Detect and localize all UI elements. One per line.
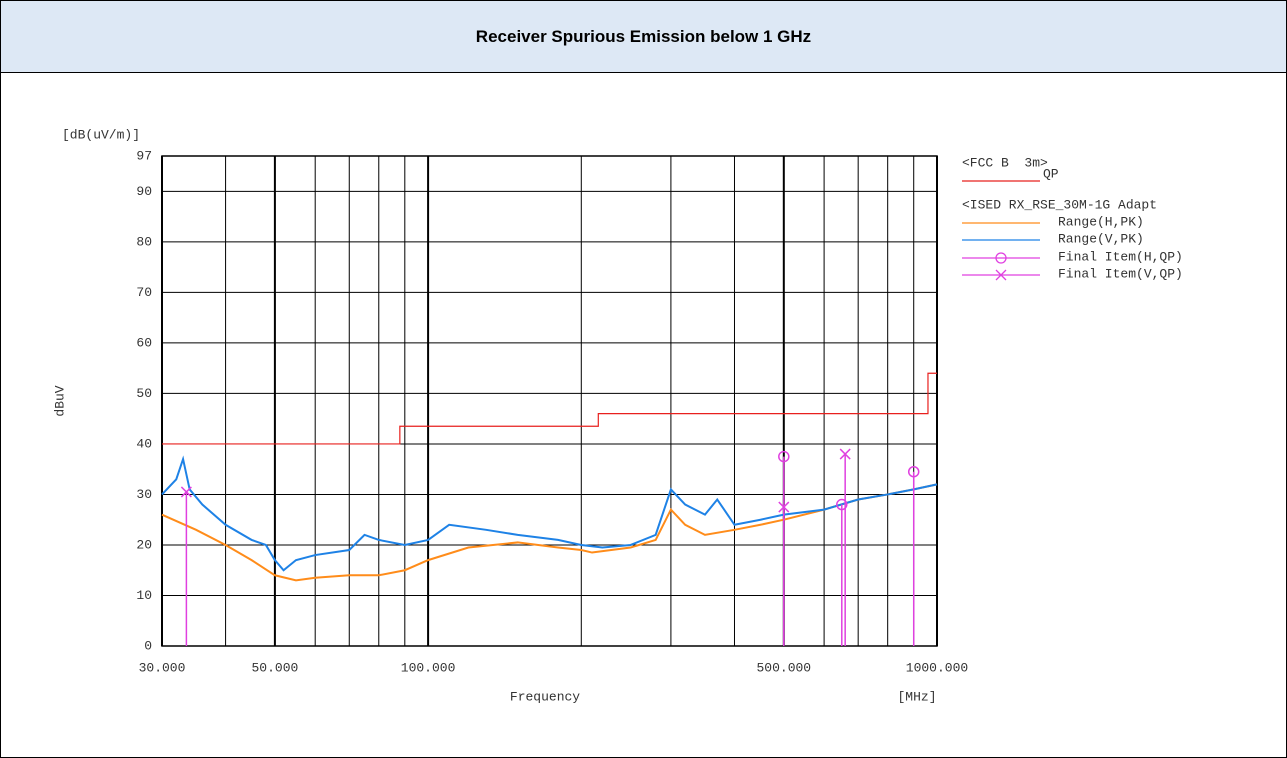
y-tick-label: 30 xyxy=(136,487,152,502)
y-tick-label: 90 xyxy=(136,184,152,199)
series-line xyxy=(161,483,938,582)
y-tick-label: 50 xyxy=(136,386,152,401)
legend-label: Range(H,PK) xyxy=(1058,214,1144,229)
header-title: Receiver Spurious Emission below 1 GHz xyxy=(1,1,1286,73)
x-tick-label: 500.000 xyxy=(756,660,811,675)
y-tick-label: 60 xyxy=(136,335,152,350)
x-unit: [MHz] xyxy=(897,689,936,704)
legend-label: Range(V,PK) xyxy=(1058,231,1144,246)
legend-label: Final Item(V,QP) xyxy=(1058,266,1183,281)
marker xyxy=(907,465,920,478)
legend-marker xyxy=(995,252,1007,264)
y-axis-label: dBuV xyxy=(52,385,67,416)
plot-area xyxy=(161,155,938,647)
legend-group: <FCC B 3m> xyxy=(962,155,1048,170)
marker xyxy=(839,448,851,460)
x-tick-label: 30.000 xyxy=(139,660,186,675)
y-tick-label: 80 xyxy=(136,234,152,249)
y-tick-label: 40 xyxy=(136,436,152,451)
marker xyxy=(778,450,790,463)
x-tick-label: 100.000 xyxy=(401,660,456,675)
marker xyxy=(180,486,192,498)
y-tick-label: 97 xyxy=(136,148,152,163)
legend-marker xyxy=(995,269,1007,281)
y-tick-label: 10 xyxy=(136,588,152,603)
x-tick-label: 1000.000 xyxy=(906,660,968,675)
legend-label: QP xyxy=(1043,166,1059,181)
y-unit: [dB(uV/m)] xyxy=(62,127,140,142)
legend-group: <ISED RX_RSE_30M-1G Adapt xyxy=(962,197,1157,212)
x-tick-label: 50.000 xyxy=(251,660,298,675)
chart: 0 10 20 30 40 50 60 70 80 90 97 30.000 50.000 100.000… xyxy=(52,127,1183,704)
y-tick-label: 20 xyxy=(136,537,152,552)
marker xyxy=(778,501,790,513)
series-line xyxy=(162,372,937,445)
series-line xyxy=(161,455,938,572)
y-tick-label: 70 xyxy=(136,285,152,300)
legend-label: Final Item(H,QP) xyxy=(1058,249,1183,264)
marker xyxy=(836,498,848,511)
x-axis-label: Frequency xyxy=(510,689,580,704)
y-tick-label: 0 xyxy=(144,638,152,653)
